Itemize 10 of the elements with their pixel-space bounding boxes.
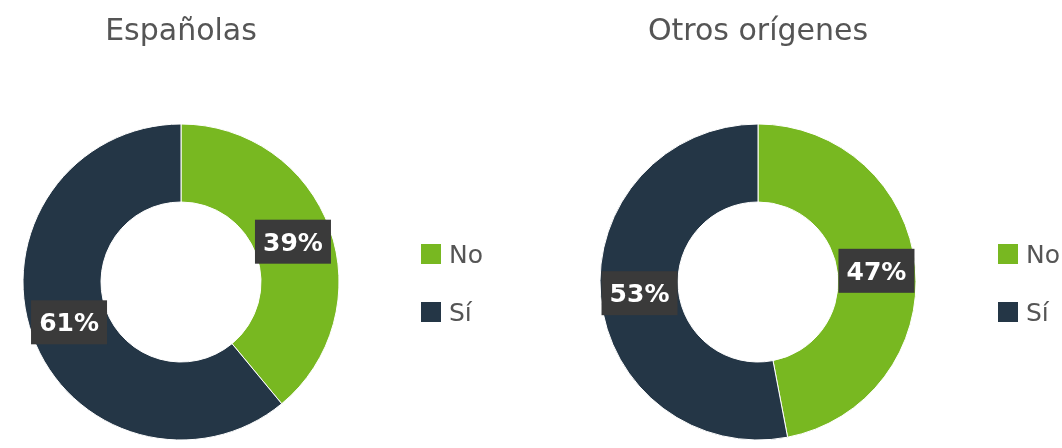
legend-label: Sí	[1026, 298, 1050, 327]
chart-title: Otros orígenes	[647, 12, 869, 47]
legend-label: Sí	[449, 298, 473, 327]
data-label: 39%	[263, 227, 323, 257]
legend-label: No	[1026, 240, 1060, 269]
legend-label: No	[449, 240, 483, 269]
chart-title: Españolas	[105, 12, 257, 47]
data-label: 53%	[609, 279, 670, 309]
data-label: 47%	[846, 256, 907, 286]
data-label: 61%	[39, 308, 99, 338]
